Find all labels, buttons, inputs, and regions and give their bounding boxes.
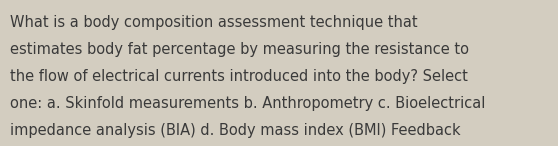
Text: estimates body fat percentage by measuring the resistance to: estimates body fat percentage by measuri… [10,42,469,57]
Text: What is a body composition assessment technique that: What is a body composition assessment te… [10,15,418,30]
Text: one: a. Skinfold measurements b. Anthropometry c. Bioelectrical: one: a. Skinfold measurements b. Anthrop… [10,96,485,111]
Text: impedance analysis (BIA) d. Body mass index (BMI) Feedback: impedance analysis (BIA) d. Body mass in… [10,123,461,138]
Text: the flow of electrical currents introduced into the body? Select: the flow of electrical currents introduc… [10,69,468,84]
